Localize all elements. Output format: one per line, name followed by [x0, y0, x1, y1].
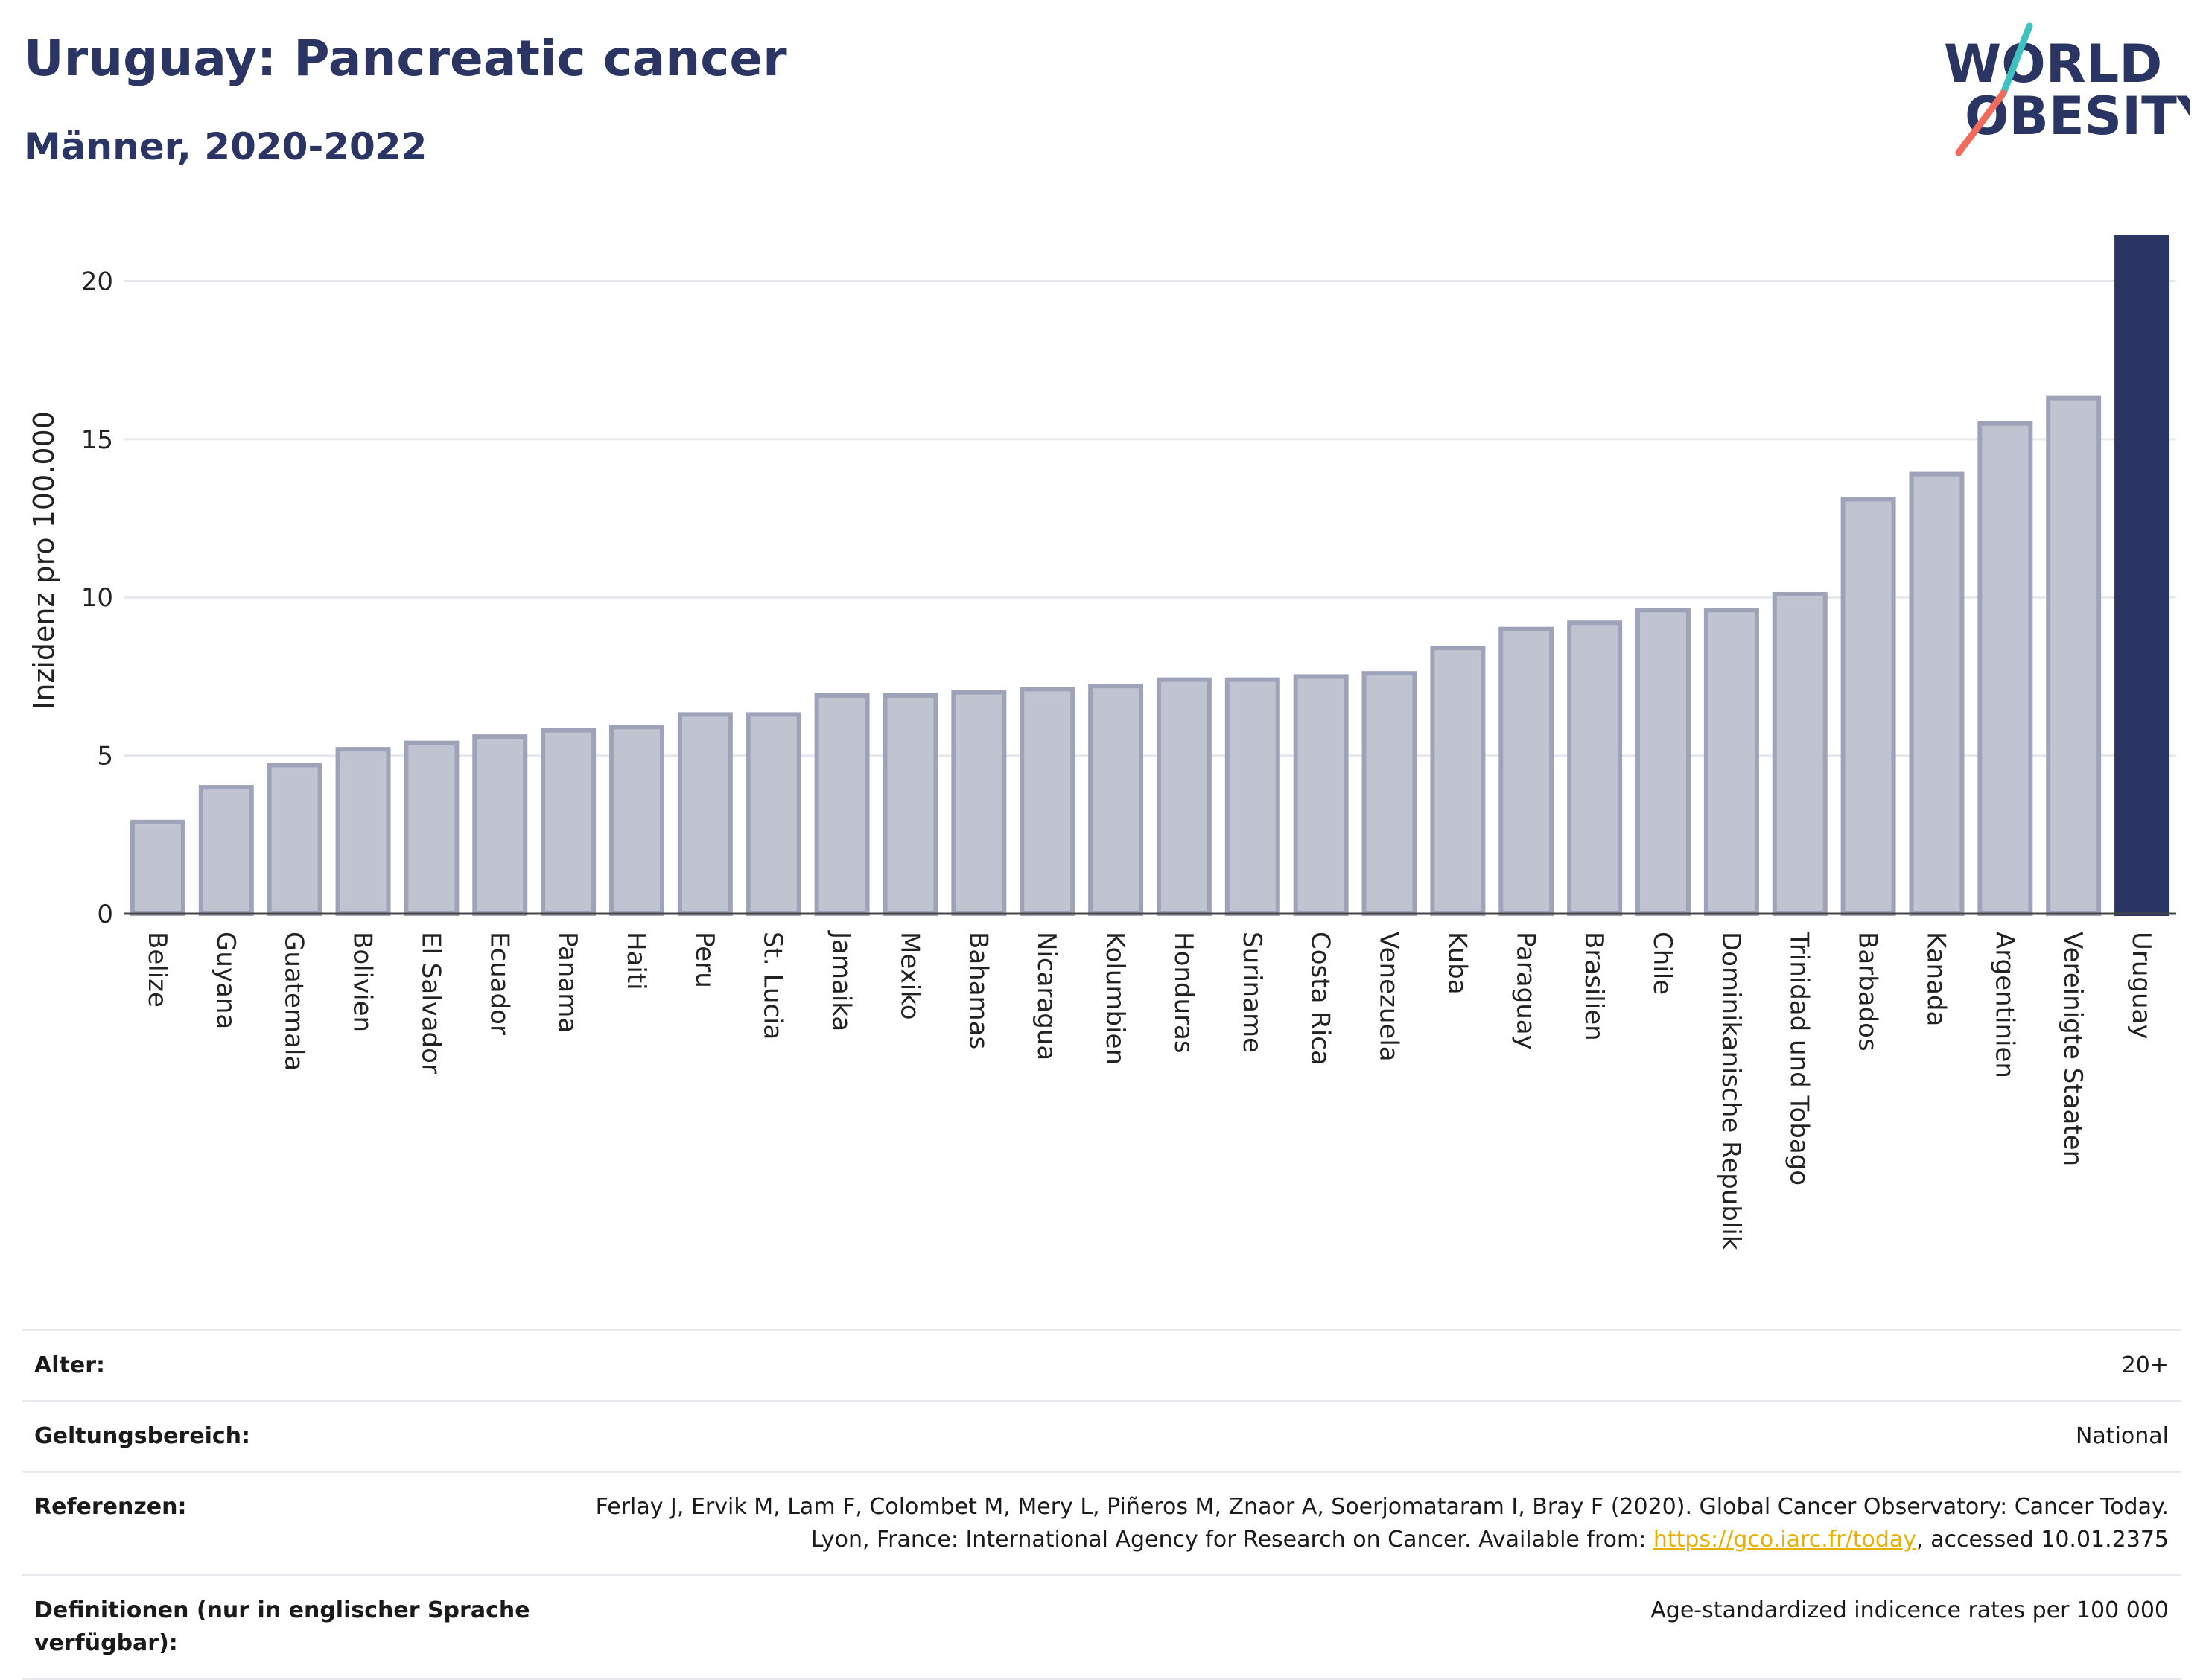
x-tick-label: St. Lucia — [758, 932, 788, 1040]
x-tick-label: Haiti — [621, 932, 651, 990]
bar-peru — [677, 712, 733, 917]
age-value: 20+ — [2121, 1352, 2169, 1378]
info-row-references: Referenzen: Ferlay J, Ervik M, Lam F, Co… — [22, 1471, 2181, 1574]
y-tick-label: 20 — [81, 267, 113, 296]
y-tick-label: 5 — [97, 742, 113, 771]
bar-brasilien — [1567, 620, 1623, 916]
x-tick-label: Paraguay — [1510, 932, 1540, 1050]
logo-line1: WORLD — [1944, 34, 2162, 95]
x-tick-label: Suriname — [1237, 932, 1267, 1053]
info-table: Alter: 20+ Geltungsbereich: National Ref… — [22, 1329, 2181, 1680]
x-tick-label: Honduras — [1169, 932, 1198, 1054]
bar-argentinien — [1977, 421, 2033, 916]
bar-barbados — [1840, 497, 1896, 916]
x-tick-label: Trinidad und Tobago — [1784, 931, 1814, 1186]
bar-bolivien — [335, 747, 391, 917]
x-tick-label: Peru — [690, 932, 719, 988]
bar-suriname — [1224, 677, 1280, 917]
bar-trinidad-und-tobago — [1772, 591, 1828, 916]
info-row-age: Alter: 20+ — [22, 1329, 2181, 1400]
references-link[interactable]: https://gco.iarc.fr/today — [1653, 1527, 1917, 1553]
bar-paraguay — [1498, 626, 1554, 916]
chart-subtitle: Männer, 2020-2022 — [24, 125, 427, 168]
x-tick-label: Nicaragua — [1031, 932, 1061, 1060]
bar-haiti — [609, 725, 664, 917]
info-row-definitions: Definitionen (nur in englischer Sprache … — [22, 1574, 2181, 1680]
bar-kuba — [1430, 646, 1486, 917]
bar-belize — [130, 819, 185, 916]
x-tick-label: Venezuela — [1374, 932, 1404, 1062]
x-tick-label: El Salvador — [416, 932, 445, 1074]
bar-mexiko — [883, 693, 938, 916]
x-tick-label: Belize — [142, 932, 172, 1008]
bar-st-lucia — [746, 712, 801, 917]
definitions-label: Definitionen (nur in englischer Sprache … — [34, 1597, 530, 1656]
bar-kanada — [1909, 471, 1965, 916]
x-tick-label: Brasilien — [1579, 932, 1609, 1041]
world-obesity-logo: WORLD OBESITY — [1944, 22, 2190, 156]
references-value: Ferlay J, Ervik M, Lam F, Colombet M, Me… — [568, 1491, 2169, 1556]
y-tick-label: 0 — [97, 900, 113, 929]
definitions-value: Age-standardized indicence rates per 100… — [1650, 1597, 2169, 1623]
x-tick-label: Bolivien — [348, 932, 378, 1032]
bar-vereinigte-staaten — [2046, 395, 2102, 916]
y-axis-label: Inzidenz pro 100.000 — [28, 411, 60, 710]
x-tick-label: Panama — [553, 932, 582, 1033]
x-tick-label: Jamaika — [827, 930, 856, 1031]
scope-label: Geltungsbereich: — [34, 1423, 251, 1449]
bar-venezuela — [1361, 671, 1417, 916]
x-tick-label: Chile — [1647, 932, 1677, 995]
bar-nicaragua — [1020, 687, 1075, 916]
bar-guatemala — [267, 763, 322, 917]
y-tick-label: 10 — [81, 583, 113, 613]
bar-ecuador — [472, 734, 528, 917]
x-tick-label: Dominikanische Republik — [1716, 932, 1746, 1250]
references-label: Referenzen: — [34, 1494, 187, 1520]
bar-costa-rica — [1293, 674, 1349, 916]
x-tick-label: Vereinigte Staaten — [2058, 932, 2088, 1166]
bar-jamaika — [814, 693, 870, 916]
x-tick-label: Argentinien — [1989, 932, 2019, 1078]
chart-title: Uruguay: Pancreatic cancer — [24, 30, 787, 87]
bar-bahamas — [951, 690, 1007, 917]
bar-kolumbien — [1088, 684, 1144, 916]
y-tick-label: 15 — [81, 425, 113, 455]
x-tick-label: Costa Rica — [1306, 932, 1335, 1066]
bar-honduras — [1156, 677, 1212, 917]
x-tick-label: Mexiko — [894, 932, 924, 1020]
info-row-scope: Geltungsbereich: National — [22, 1400, 2181, 1471]
bar-dominikanische-republik — [1703, 608, 1759, 916]
x-tick-label: Kanada — [1921, 932, 1951, 1026]
x-tick-label: Kolumbien — [1100, 932, 1130, 1065]
x-tick-label: Guatemala — [279, 932, 309, 1071]
age-label: Alter: — [34, 1352, 105, 1378]
bar-uruguay — [2114, 235, 2170, 916]
bar-chart: 0 5 10 15 20 Belize Guyana Guatemala Bolivien El … — [28, 235, 2176, 1250]
x-tick-label: Kuba — [1442, 932, 1472, 995]
bar-panama — [541, 728, 597, 916]
scope-value: National — [2075, 1423, 2169, 1449]
references-text: Ferlay J, Ervik M, Lam F, Colombet M, Me… — [595, 1494, 2169, 1553]
x-tick-label: Uruguay — [2126, 932, 2156, 1040]
bar-el-salvador — [404, 740, 460, 916]
x-tick-label: Barbados — [1853, 932, 1883, 1051]
bar-chile — [1635, 608, 1691, 916]
x-tick-label: Guyana — [211, 932, 241, 1029]
x-tick-label: Bahamas — [963, 932, 993, 1049]
references-accessed: , accessed 10.01.2375 — [1916, 1527, 2169, 1553]
bar-guyana — [198, 785, 254, 917]
x-tick-label: Ecuador — [484, 932, 514, 1035]
